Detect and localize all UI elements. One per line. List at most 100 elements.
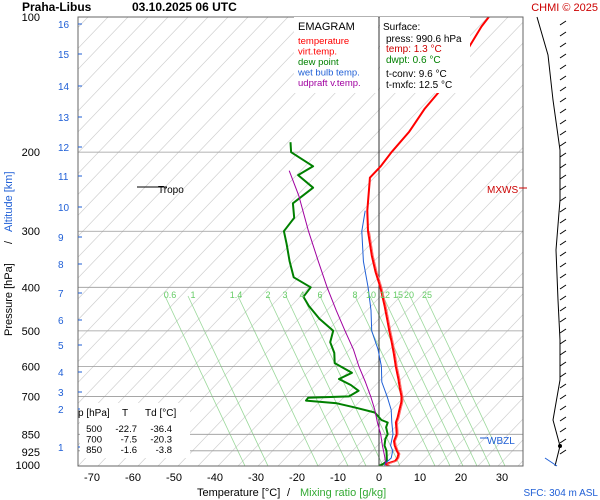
wind-barb: [559, 383, 567, 389]
mixing-ratio-label: 0.6: [164, 290, 177, 300]
dry-adiabat-line: [257, 188, 523, 466]
wind-barb: [559, 31, 567, 37]
table-header: p [hPa]: [78, 408, 110, 419]
x-tick-label: 30: [496, 472, 508, 484]
pressure-tick-label: 400: [22, 282, 40, 294]
surface-temperature: temp: 1.3 °C: [386, 44, 442, 55]
table-cell: 500: [86, 424, 102, 435]
dry-adiabat-line: [297, 230, 523, 466]
surface-dewpoint: dwpt: 0.6 °C: [386, 55, 441, 66]
dry-adiabat-line: [437, 376, 523, 466]
x-tick-label: -60: [125, 472, 141, 484]
dry-adiabat-line: [317, 251, 523, 466]
wind-barb: [559, 42, 567, 48]
dry-adiabat-line: [78, 17, 289, 237]
mixing-ratio-line: [369, 295, 451, 466]
wind-barb: [559, 394, 567, 400]
wind-barb: [559, 361, 567, 367]
table-header: Td [°C]: [145, 408, 176, 419]
dry-adiabat-line: [197, 126, 523, 466]
wbzl-label: WBZL: [487, 436, 515, 447]
wind-barb: [559, 97, 567, 103]
table-cell: 850: [86, 445, 102, 456]
credit-label: CHMI © 2025: [531, 2, 598, 14]
wind-barb: [559, 372, 567, 378]
x-tick-label: -50: [166, 472, 182, 484]
altitude-tick-label: 14: [58, 82, 70, 93]
wind-barb: [559, 75, 567, 81]
mixing-ratio-label: 20: [404, 290, 414, 300]
mixing-ratio-label: 3: [282, 290, 287, 300]
altitude-tick-label: 15: [58, 50, 70, 61]
altitude-tick-label: 8: [58, 260, 64, 271]
dry-adiabat-line: [337, 272, 523, 466]
mixing-ratio-label: 2: [265, 290, 270, 300]
mixing-ratio-label: 1.4: [230, 290, 243, 300]
wind-barb: [559, 240, 567, 246]
wind-barb: [559, 86, 567, 92]
dry-adiabat-line: [357, 293, 523, 466]
legend-entry: temperature: [298, 36, 349, 47]
dry-adiabat-line: [277, 209, 523, 466]
x-tick-label: -30: [248, 472, 264, 484]
altitude-tick-label: 3: [58, 388, 64, 399]
mixing-ratio-line: [409, 295, 491, 466]
surface-box: [380, 17, 470, 93]
dry-adiabat-line: [237, 167, 523, 466]
wind-barb: [559, 20, 567, 26]
altitude-tick-label: 1: [58, 443, 64, 454]
dry-adiabat-line: [78, 17, 329, 279]
mxws-label: MXWS: [487, 185, 518, 196]
dry-adiabat-line: [78, 17, 349, 300]
surface-title: Surface:: [383, 22, 420, 33]
legend-entry: dew point: [298, 57, 339, 68]
surface-tmxfc: t-mxfc: 12.5 °C: [386, 80, 452, 91]
dry-adiabat-line: [78, 17, 229, 175]
mixing-ratio-label: 10: [366, 290, 376, 300]
y-axis-separator: /: [3, 240, 15, 244]
altitude-tick-label: 12: [58, 143, 70, 154]
mixing-ratio-label: 15: [393, 290, 403, 300]
wind-barb: [559, 163, 567, 169]
wind-barb: [559, 152, 567, 158]
surface-wind-dot: [558, 444, 562, 448]
wind-barb: [559, 207, 567, 213]
legend-entry: virt.temp.: [298, 47, 337, 58]
mixing-ratio-label: 25: [422, 290, 432, 300]
dry-adiabat-line: [517, 460, 523, 466]
altitude-tick-label: 16: [58, 20, 70, 31]
mixing-ratio-label: 4: [299, 290, 304, 300]
wind-speed-line: [536, 16, 561, 467]
mixing-ratio-label: 12: [380, 290, 390, 300]
dry-adiabat-line: [217, 147, 523, 466]
pressure-tick-label: 1000: [16, 460, 40, 472]
series-udpraft-v-temp: [288, 170, 387, 465]
dry-adiabat-line: [538, 17, 600, 466]
wind-barb: [559, 306, 567, 312]
pressure-tick-label: 700: [22, 391, 40, 403]
dry-adiabat-line: [558, 17, 600, 466]
dry-adiabat-line: [78, 17, 189, 133]
y-axis-label-altitude: Altitude [km]: [3, 171, 15, 232]
altitude-tick-label: 7: [58, 289, 64, 300]
altitude-tick-label: 2: [58, 405, 64, 416]
table-cell: -20.3: [150, 435, 172, 446]
dry-adiabat-line: [78, 17, 269, 216]
table-cell: 700: [86, 435, 102, 446]
wind-barb: [559, 130, 567, 136]
mixing-ratio-label: 1: [190, 290, 195, 300]
mixing-ratio-line: [354, 295, 436, 466]
dry-adiabat-line: [157, 84, 523, 466]
legend-box: [294, 17, 378, 93]
dry-adiabat-line: [117, 42, 523, 466]
x-tick-label: -20: [289, 472, 305, 484]
table-cell: -7.5: [121, 435, 137, 446]
x-axis-label: Temperature [°C]: [197, 487, 280, 499]
pressure-tick-label: 925: [22, 447, 40, 459]
wind-barb: [559, 185, 567, 191]
dry-adiabat-line: [78, 17, 109, 49]
altitude-tick-label: 9: [58, 233, 64, 244]
surface-tconv: t-conv: 9.6 °C: [386, 69, 447, 80]
surface-pressure: press: 990.6 hPa: [386, 34, 462, 45]
